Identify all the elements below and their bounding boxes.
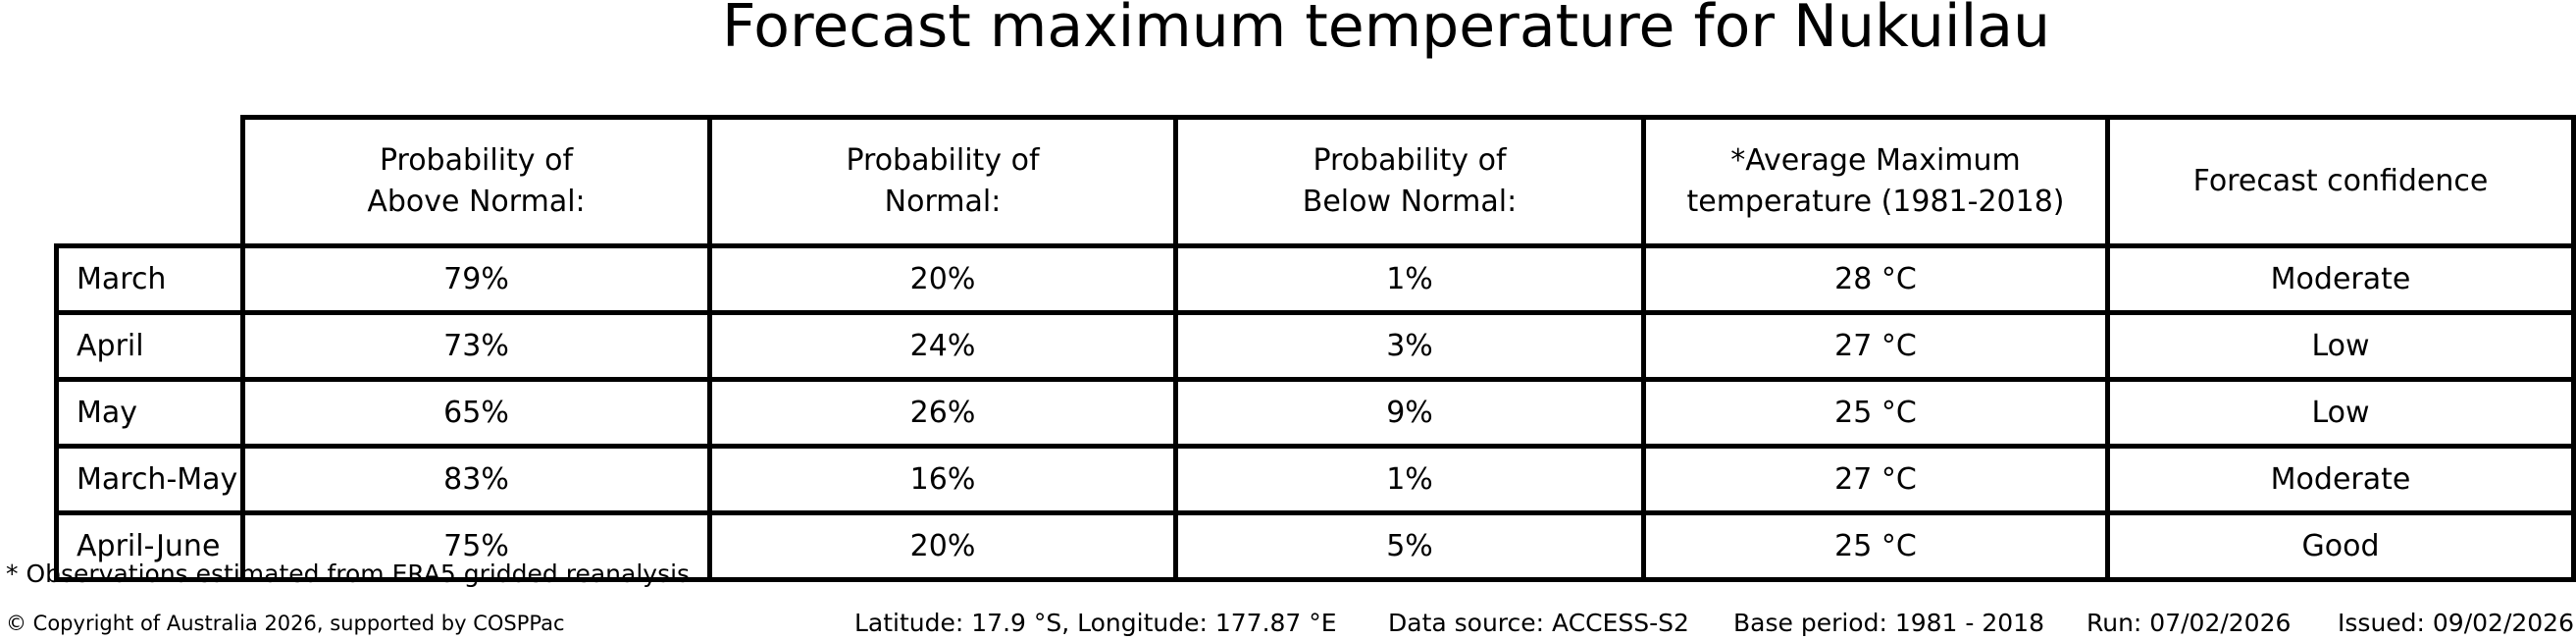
cell-normal: 24% bbox=[707, 310, 1178, 382]
row-label: May bbox=[54, 377, 245, 449]
cell-forecast-confidence: Good bbox=[2105, 510, 2576, 582]
row-label: March bbox=[54, 243, 245, 315]
cell-average-max-temp: 25 °C bbox=[1641, 377, 2110, 449]
cell-forecast-confidence: Low bbox=[2105, 377, 2576, 449]
header-normal: Probability of Normal: bbox=[707, 115, 1178, 248]
page-title: Forecast maximum temperature for Nukuila… bbox=[721, 0, 2051, 61]
run-date-text: Run: 07/02/2026 bbox=[2087, 609, 2292, 637]
cell-forecast-confidence: Moderate bbox=[2105, 243, 2576, 315]
cell-normal: 16% bbox=[707, 444, 1178, 515]
row-label: April bbox=[54, 310, 245, 382]
cell-below-normal: 1% bbox=[1173, 444, 1646, 515]
data-source-text: Data source: ACCESS-S2 bbox=[1388, 609, 1689, 637]
header-below-normal: Probability of Below Normal: bbox=[1173, 115, 1646, 248]
cell-above-normal: 79% bbox=[240, 243, 712, 315]
table-row: May 65% 26% 9% 25 °C Low bbox=[54, 377, 2576, 449]
cell-forecast-confidence: Moderate bbox=[2105, 444, 2576, 515]
cell-above-normal: 75% bbox=[240, 510, 712, 582]
table-row: April-June 75% 20% 5% 25 °C Good bbox=[54, 510, 2576, 582]
base-period-text: Base period: 1981 - 2018 bbox=[1733, 609, 2044, 637]
header-average-max-temp: *Average Maximum temperature (1981-2018) bbox=[1641, 115, 2110, 248]
copyright-text: © Copyright of Australia 2026, supported… bbox=[6, 612, 565, 635]
cell-average-max-temp: 27 °C bbox=[1641, 310, 2110, 382]
issued-date-text: Issued: 09/02/2026 bbox=[2338, 609, 2574, 637]
cell-below-normal: 1% bbox=[1173, 243, 1646, 315]
cell-normal: 26% bbox=[707, 377, 1178, 449]
forecast-table: Probability of Above Normal: Probability… bbox=[54, 115, 2576, 582]
table-row: April 73% 24% 3% 27 °C Low bbox=[54, 310, 2576, 382]
cell-below-normal: 9% bbox=[1173, 377, 1646, 449]
cell-forecast-confidence: Low bbox=[2105, 310, 2576, 382]
header-above-normal: Probability of Above Normal: bbox=[240, 115, 712, 248]
observations-footnote: * Observations estimated from ERA5 gridd… bbox=[6, 560, 691, 588]
cell-above-normal: 65% bbox=[240, 377, 712, 449]
lat-long-text: Latitude: 17.9 °S, Longitude: 177.87 °E bbox=[854, 609, 1337, 637]
cell-average-max-temp: 25 °C bbox=[1641, 510, 2110, 582]
cell-average-max-temp: 28 °C bbox=[1641, 243, 2110, 315]
row-label: March-May bbox=[54, 444, 245, 515]
cell-average-max-temp: 27 °C bbox=[1641, 444, 2110, 515]
cell-below-normal: 5% bbox=[1173, 510, 1646, 582]
cell-above-normal: 83% bbox=[240, 444, 712, 515]
table-header-row: Probability of Above Normal: Probability… bbox=[57, 115, 2576, 248]
row-label: April-June bbox=[54, 510, 245, 582]
cell-above-normal: 73% bbox=[240, 310, 712, 382]
header-forecast-confidence: Forecast confidence bbox=[2105, 115, 2576, 248]
cell-below-normal: 3% bbox=[1173, 310, 1646, 382]
table-row: March-May 83% 16% 1% 27 °C Moderate bbox=[54, 444, 2576, 515]
cell-normal: 20% bbox=[707, 243, 1178, 315]
corner-cell bbox=[57, 118, 243, 246]
table-row: March 79% 20% 1% 28 °C Moderate bbox=[54, 243, 2576, 315]
cell-normal: 20% bbox=[707, 510, 1178, 582]
